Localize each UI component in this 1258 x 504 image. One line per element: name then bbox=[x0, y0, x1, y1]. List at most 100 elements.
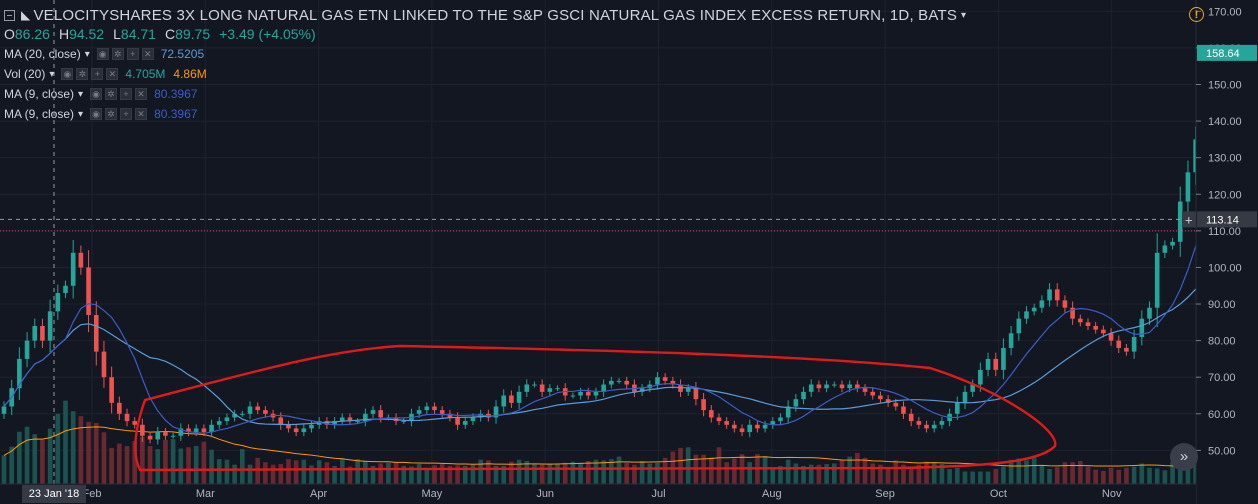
crosshair-date-label: 23 Jan '18 bbox=[29, 488, 79, 500]
candle-body bbox=[732, 424, 737, 429]
symbol-title-row[interactable]: ◣ VELOCITYSHARES 3X LONG NATURAL GAS ETN… bbox=[4, 4, 966, 26]
volume-bar bbox=[439, 464, 445, 484]
candle-body bbox=[931, 424, 937, 429]
candle-body bbox=[255, 406, 261, 411]
volume-bar bbox=[1031, 457, 1037, 484]
volume-bar bbox=[962, 471, 968, 484]
volume-bar bbox=[1001, 466, 1006, 484]
candle-body bbox=[1116, 340, 1122, 348]
indicator-row-volume[interactable]: Vol (20) ▾ ◉ ✲ + ✕ 4.705M 4.86M bbox=[4, 64, 966, 84]
candle-body bbox=[916, 421, 922, 425]
y-tick-label: 50.00 bbox=[1208, 445, 1236, 457]
eye-icon[interactable]: ◉ bbox=[61, 68, 74, 80]
eye-icon[interactable]: ◉ bbox=[90, 88, 103, 100]
candle-body bbox=[424, 406, 430, 411]
collapse-icon[interactable] bbox=[4, 9, 15, 21]
gear-icon[interactable]: ✲ bbox=[105, 88, 118, 100]
gear-icon[interactable]: ✲ bbox=[111, 48, 124, 60]
plus-icon[interactable]: + bbox=[91, 68, 104, 80]
candle-body bbox=[639, 388, 645, 392]
indicator-name[interactable]: MA (9, close) bbox=[4, 107, 75, 121]
close-icon[interactable]: ✕ bbox=[135, 88, 148, 100]
change-value: +3.49 (+4.05%) bbox=[219, 26, 316, 42]
indicator-name[interactable]: MA (20, close) bbox=[4, 47, 81, 61]
close-icon[interactable]: ✕ bbox=[135, 108, 148, 120]
volume-bar bbox=[1101, 470, 1106, 484]
eye-icon[interactable]: ◉ bbox=[90, 108, 103, 120]
candle-body bbox=[216, 421, 222, 425]
candle-body bbox=[1047, 289, 1052, 301]
volume-bar bbox=[793, 463, 799, 484]
volume-bar bbox=[132, 441, 138, 484]
candle-body bbox=[447, 413, 453, 418]
chevron-down-icon[interactable]: ▾ bbox=[49, 68, 55, 80]
volume-bar bbox=[1054, 467, 1060, 484]
eye-icon[interactable]: ◉ bbox=[96, 48, 109, 60]
indicator-name[interactable]: MA (9, close) bbox=[4, 87, 75, 101]
candle-body bbox=[224, 417, 230, 422]
symbol-title[interactable]: VELOCITYSHARES 3X LONG NATURAL GAS ETN L… bbox=[33, 6, 958, 24]
candle-body bbox=[701, 399, 706, 411]
indicator-value: 4.705M bbox=[125, 67, 166, 81]
x-tick-label: Aug bbox=[762, 488, 782, 500]
indicator-name[interactable]: Vol (20) bbox=[4, 67, 46, 81]
y-tick-label: 140.00 bbox=[1208, 116, 1242, 128]
plus-icon[interactable]: + bbox=[120, 108, 133, 120]
candle-body bbox=[532, 384, 537, 386]
volume-bar bbox=[255, 457, 261, 484]
volume-bar bbox=[1124, 467, 1129, 484]
y-tick-label: 130.00 bbox=[1208, 153, 1242, 165]
volume-bar bbox=[516, 459, 522, 484]
plus-icon[interactable]: + bbox=[126, 48, 139, 60]
chevron-down-icon[interactable]: ▾ bbox=[78, 108, 84, 120]
plus-icon[interactable]: + bbox=[120, 88, 133, 100]
candle-body bbox=[808, 384, 814, 392]
volume-bar bbox=[278, 464, 284, 484]
candle-body bbox=[24, 340, 30, 359]
chevron-down-icon[interactable]: ▾ bbox=[78, 88, 84, 100]
volume-bar bbox=[601, 460, 606, 484]
volume-bar bbox=[155, 449, 161, 484]
close-icon[interactable]: ✕ bbox=[141, 48, 154, 60]
gear-icon[interactable]: ✲ bbox=[105, 108, 118, 120]
candle-body bbox=[1008, 333, 1014, 348]
volume-bar bbox=[286, 459, 291, 484]
alert-icon[interactable]: ! bbox=[1189, 7, 1204, 22]
candle-body bbox=[670, 380, 676, 385]
volume-bar bbox=[1154, 468, 1160, 484]
candle-body bbox=[555, 388, 560, 390]
indicator-row-ma9-second[interactable]: MA (9, close) ▾ ◉ ✲ + ✕ 80.3967 bbox=[4, 104, 966, 124]
volume-bar bbox=[55, 413, 61, 484]
chevron-down-icon[interactable]: ▾ bbox=[961, 9, 967, 21]
volume-bar bbox=[455, 465, 460, 484]
volume-bar bbox=[893, 460, 899, 484]
volume-bar bbox=[363, 460, 368, 484]
volume-bar bbox=[662, 457, 668, 484]
indicator-row-ma20[interactable]: MA (20, close) ▾ ◉ ✲ + ✕ 72.5205 bbox=[4, 44, 966, 64]
volume-bar bbox=[1093, 469, 1098, 484]
candle-body bbox=[1, 406, 7, 414]
volume-bar bbox=[839, 459, 845, 484]
candle-body bbox=[432, 406, 437, 411]
candle-body bbox=[1147, 307, 1152, 319]
crosshair-date-box bbox=[22, 485, 86, 503]
volume-bar bbox=[409, 466, 414, 484]
candle-body bbox=[716, 417, 722, 422]
double-chevron-right-icon[interactable]: » bbox=[1170, 443, 1198, 471]
candle-body bbox=[770, 421, 776, 425]
gear-icon[interactable]: ✲ bbox=[76, 68, 89, 80]
volume-bar bbox=[47, 428, 53, 484]
volume-bar bbox=[424, 467, 430, 484]
volume-bar bbox=[639, 460, 645, 484]
candle-body bbox=[616, 380, 622, 382]
high-label: H bbox=[58, 26, 70, 42]
indicator-row-ma9[interactable]: MA (9, close) ▾ ◉ ✲ + ✕ 80.3967 bbox=[4, 84, 966, 104]
chevron-down-icon[interactable]: ▾ bbox=[84, 48, 90, 60]
volume-bar bbox=[24, 426, 30, 484]
volume-bar bbox=[916, 464, 922, 484]
volume-bar bbox=[124, 446, 130, 484]
volume-bar bbox=[209, 449, 214, 484]
close-icon[interactable]: ✕ bbox=[106, 68, 119, 80]
volume-bar bbox=[1077, 460, 1083, 484]
volume-bar bbox=[954, 467, 960, 484]
